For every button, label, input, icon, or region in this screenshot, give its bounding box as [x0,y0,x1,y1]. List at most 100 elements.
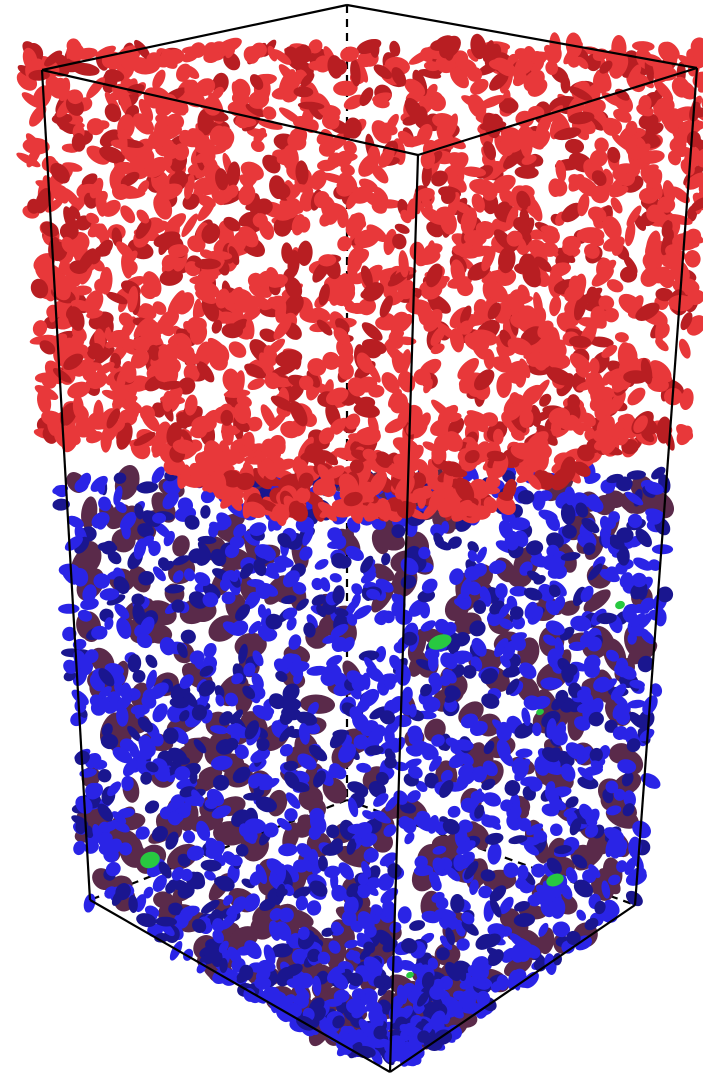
lower-phase-particle [93,573,110,589]
lower-phase-particle [219,711,233,726]
lower-phase-particle [458,819,473,833]
lower-phase-particle [180,629,196,644]
lower-phase-particle [62,626,77,642]
lower-phase-particle [83,893,96,913]
lower-phase-particle [257,774,274,791]
lower-phase-particle [275,671,288,682]
lower-phase-particle [297,753,317,770]
lower-phase-particle [107,781,122,797]
lower-phase-particle [504,780,521,796]
lower-phase-particle [177,497,194,513]
upper-phase-particle [337,208,349,229]
lower-phase-particle [397,906,412,924]
lower-phase-particle [279,725,295,742]
lower-phase-particle [136,632,153,649]
lower-phase-particle [408,765,423,779]
lower-phase-particle [471,637,487,657]
lower-phase-particle [505,678,520,695]
lower-phase-particle [430,523,445,538]
lower-phase-particle [635,528,652,548]
lower-phase-particle [515,758,531,773]
lower-phase-particle [281,595,297,605]
lower-phase-particle [263,822,279,838]
lower-phase-particle [420,620,436,632]
lower-phase-particle [481,778,496,791]
lower-phase-particle [509,586,528,597]
lower-phase-particle [415,780,428,792]
lower-phase-particle [633,557,653,571]
lower-phase-particle [101,540,117,555]
lower-phase-particle [132,603,146,625]
lower-phase-particle [629,679,645,689]
lower-phase-particle [269,907,283,921]
lower-phase-particle [331,534,347,550]
lower-phase-particle [584,654,601,671]
lower-phase-particle [116,617,132,639]
lower-phase-particle [264,567,280,580]
lower-phase-particle [326,655,343,667]
lower-phase-particle [222,621,242,636]
lower-phase-particle [203,642,217,659]
lower-phase-particle [134,706,146,720]
lower-phase-particle [256,737,270,751]
lower-phase-particle [128,895,138,913]
lower-phase-particle [517,489,535,505]
lower-phase-particle [484,763,497,775]
lower-phase-particle [582,869,597,884]
lower-phase-particle [440,521,450,534]
lower-phase-particle [382,906,394,920]
lower-phase-particle [442,818,460,835]
lower-phase-particle [113,485,123,506]
lower-phase-particle [243,662,256,677]
lower-phase-particle [332,585,345,605]
lower-phase-particle [215,875,235,892]
lower-phase-particle [576,746,593,765]
lower-phase-particle [353,734,369,750]
lower-phase-particle [612,725,628,740]
lower-phase-particle [62,569,77,585]
lower-phase-particle [74,699,87,713]
lower-phase-particle [162,490,179,510]
lower-phase-particle [432,845,447,855]
lower-phase-particle [253,559,267,577]
lower-phase-particle [151,826,168,842]
lower-phase-particle [577,776,599,790]
lower-phase-particle [249,522,267,536]
lower-phase-particle [627,699,646,709]
lower-phase-particle [623,790,636,808]
lower-phase-particle [121,775,134,792]
lower-phase-particle [306,900,322,916]
lower-phase-particle [138,570,155,586]
lower-phase-particle [344,939,359,949]
lower-phase-particle [222,894,234,906]
lower-phase-particle [131,593,145,606]
lower-phase-particle [219,958,228,973]
lower-phase-particle [384,727,395,746]
lower-phase-particle [252,650,264,667]
lower-phase-particle [370,904,383,915]
lower-phase-particle [98,832,113,848]
lower-phase-particle [560,763,576,782]
lower-phase-particle [293,886,311,899]
upper-phase-particle [614,332,629,343]
lower-phase-particle [144,800,160,814]
lower-phase-particle [599,568,620,583]
lower-phase-particle [456,840,476,855]
lower-phase-particle [329,729,347,749]
lower-phase-particle [480,869,496,882]
lower-phase-particle [533,575,546,585]
lower-phase-particle [428,672,441,686]
lower-phase-particle [200,505,211,519]
lower-phase-particle [533,830,548,843]
lower-phase-particle [121,522,131,540]
lower-phase-particle [283,760,299,772]
lower-phase-particle [311,594,327,606]
lower-phase-particle [137,523,155,538]
lower-phase-particle [330,623,349,638]
lower-phase-particle [608,874,621,886]
lower-phase-particle [360,555,374,574]
lower-phase-particle [472,766,488,783]
lower-phase-particle [136,481,159,494]
lower-phase-particle [184,515,200,530]
